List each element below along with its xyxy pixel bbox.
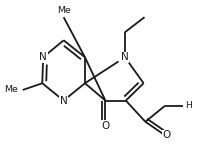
Text: Me: Me — [5, 84, 18, 93]
Text: N: N — [121, 52, 129, 62]
Text: N: N — [60, 96, 68, 106]
Text: O: O — [163, 130, 171, 140]
Text: Me: Me — [57, 6, 70, 15]
Text: O: O — [101, 121, 110, 131]
Text: H: H — [185, 101, 192, 110]
Text: N: N — [39, 52, 47, 62]
